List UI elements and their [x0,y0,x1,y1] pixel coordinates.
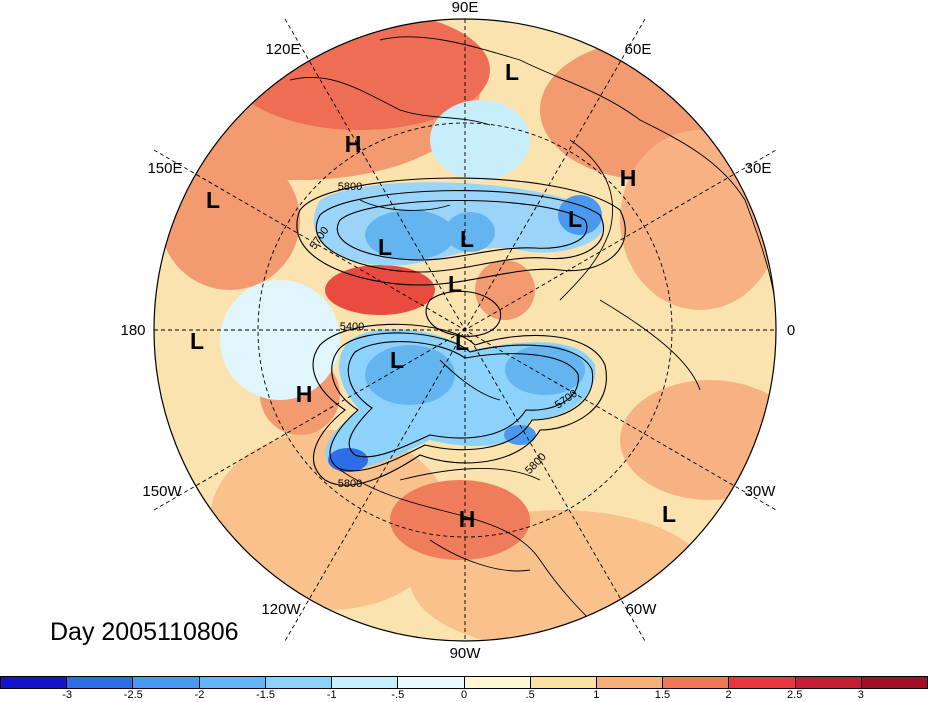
colorbar-swatch [464,677,531,688]
high-pressure-marker: H [296,381,313,407]
colorbar-tick-label: 2.5 [787,689,803,701]
colorbar-swatch [596,677,664,688]
graticule [153,18,777,642]
low-pressure-marker: L [568,206,582,232]
contour-label: 5800 [338,478,362,490]
lon-label-120e: 120E [265,41,300,58]
colorbar-tick-label: 1.5 [654,689,671,701]
contour-label: 5400 [340,321,364,333]
lon-label-150w: 150W [142,483,182,500]
colorbar-tick-label: -1 [326,689,337,701]
colorbar-swatch [133,677,200,688]
low-pressure-marker: L [378,234,392,260]
colorbar-swatch [861,677,928,688]
colorbar-swatch [1,677,68,688]
coastlines [289,36,776,631]
lon-label-0: 0 [787,322,795,339]
colorbar-tick-label: 1 [593,689,600,701]
lon-label-180: 180 [120,322,145,339]
lon-label-30w: 30W [745,483,777,500]
colorbar-tick-label: -2 [194,689,205,701]
low-pressure-marker: L [460,226,474,252]
anomaly-field [154,19,776,641]
colorbar-swatch [398,677,465,688]
colorbar-swatch [729,677,796,688]
colorbar-swatch [663,677,730,688]
lon-label-30e: 30E [745,160,772,177]
colorbar-swatch [530,677,597,688]
colorbar-tick-label: 2 [725,689,732,701]
map-border [153,18,777,642]
colorbar-swatch [795,677,862,688]
lon-label-60w: 60W [626,601,658,618]
colorbar-tick-label: 3 [857,689,864,701]
high-pressure-marker: H [345,131,362,157]
high-pressure-marker: H [620,165,637,191]
date-label: Day 2005110806 [50,618,239,646]
contour-label: 5800 [338,181,362,193]
colorbar-swatches [0,676,928,689]
colorbar-swatch [199,677,266,688]
colorbar-tick-label: -.5 [391,689,405,701]
lon-label-90e: 90E [452,0,479,16]
high-pressure-marker: H [459,506,476,532]
lon-label-150e: 150E [147,160,182,177]
low-pressure-marker: L [455,329,469,355]
colorbar-tick-label: .5 [525,689,535,701]
colorbar-tick-label: -1.5 [256,689,276,701]
low-pressure-marker: L [662,501,676,527]
colorbar-tick-label: -2.5 [123,689,143,701]
low-pressure-marker: L [190,328,204,354]
lon-label-90w: 90W [450,645,482,662]
low-pressure-marker: L [505,59,519,85]
colorbar-swatch [265,677,333,688]
low-pressure-marker: L [390,347,404,373]
colorbar-swatch [67,677,134,688]
lon-label-60e: 60E [625,41,652,58]
lon-label-120w: 120W [261,601,301,618]
colorbar: -3 -2.5 -2 -1.5 -1 -.5 0 .5 1 1.5 2 2.5 3 [0,676,928,702]
low-pressure-marker: L [448,271,462,297]
low-pressure-marker: L [206,187,220,213]
colorbar-tick-label: -3 [62,689,73,701]
colorbar-swatch [332,677,399,688]
height-contours [296,177,626,486]
colorbar-tick-label: 0 [460,689,468,701]
